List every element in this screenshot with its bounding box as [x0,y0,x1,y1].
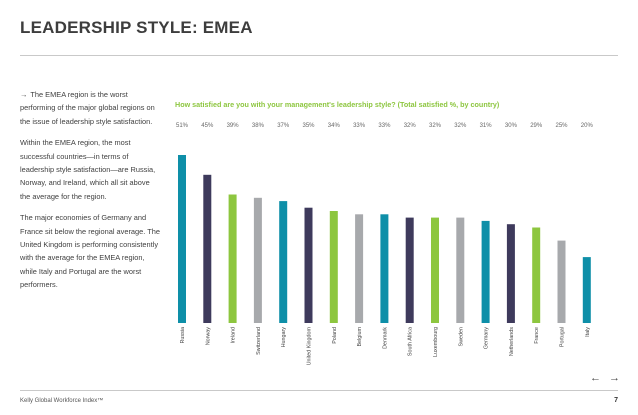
commentary: → The EMEA region is the worst performing… [20,88,160,300]
category-label: Italy [585,327,591,337]
value-label: 38% [252,123,265,129]
category-label: South Africa [408,327,414,356]
value-label: 35% [302,123,315,129]
page-number: 7 [614,397,618,404]
top-divider [20,55,618,56]
value-label: 30% [505,123,518,129]
paragraph-economies: The major economies of Germany and Franc… [20,213,160,290]
category-label: Poland [332,327,338,344]
value-label: 32% [404,123,417,129]
bar-france [532,227,541,323]
intro-paragraph: → The EMEA region is the worst performing… [20,88,160,128]
bar-hungary [279,201,288,323]
chart-title: How satisfied are you with your manageme… [175,100,500,109]
page-title: LEADERSHIP STYLE: EMEA [20,18,253,37]
category-label: Ireland [231,327,237,343]
next-page-arrow-icon[interactable]: → [609,372,620,384]
value-label: 37% [277,123,290,129]
bar-germany [481,220,490,323]
bar-portugal [557,240,566,323]
category-label: Belgium [357,326,363,346]
footer-source: Kelly Global Workforce Index™ [20,398,104,404]
category-label: Russia [180,327,186,343]
value-label: 34% [328,123,341,129]
arrow-right-icon: → [20,90,28,99]
value-label: 29% [530,123,543,129]
bar-denmark [380,214,389,323]
bar-switzerland [253,197,262,323]
bar-russia [178,155,186,323]
category-label: Netherlands [509,327,515,356]
bar-netherlands [506,224,515,323]
bar-italy [582,257,591,323]
category-label: United Kingdom [307,326,313,365]
bar-sweden [456,217,465,323]
bar-luxembourg [431,217,439,323]
value-label: 31% [480,123,493,129]
page-navigation: ← → [590,372,620,384]
category-label: Switzerland [256,327,262,355]
value-label: 33% [378,123,391,129]
category-label: Germany [484,327,490,349]
value-label: 25% [555,123,568,129]
category-label: France [534,327,540,344]
category-label: Denmark [382,327,388,349]
prev-page-arrow-icon[interactable]: ← [590,372,601,384]
bar-belgium [355,214,364,323]
value-label: 39% [227,123,240,129]
category-label: Norway [205,327,211,346]
category-label: Luxembourg [433,327,439,357]
category-label: Sweden [458,327,464,346]
value-label: 33% [353,123,366,129]
value-label: 32% [429,123,442,129]
value-label: 32% [454,123,467,129]
value-label: 51% [176,123,189,129]
category-label: Hungary [281,327,287,348]
bar-united-kingdom [304,207,313,323]
bar-poland [329,211,338,323]
bar-south-africa [405,217,414,323]
bar-ireland [228,194,237,323]
value-label: 20% [581,123,594,129]
value-label: 45% [201,123,214,129]
bar-norway [203,174,212,323]
paragraph-leaders: Within the EMEA region, the most success… [20,138,156,201]
category-label: Portugal [560,327,566,347]
intro-text: The EMEA region is the worst performing … [20,90,155,126]
bottom-divider [20,390,618,391]
